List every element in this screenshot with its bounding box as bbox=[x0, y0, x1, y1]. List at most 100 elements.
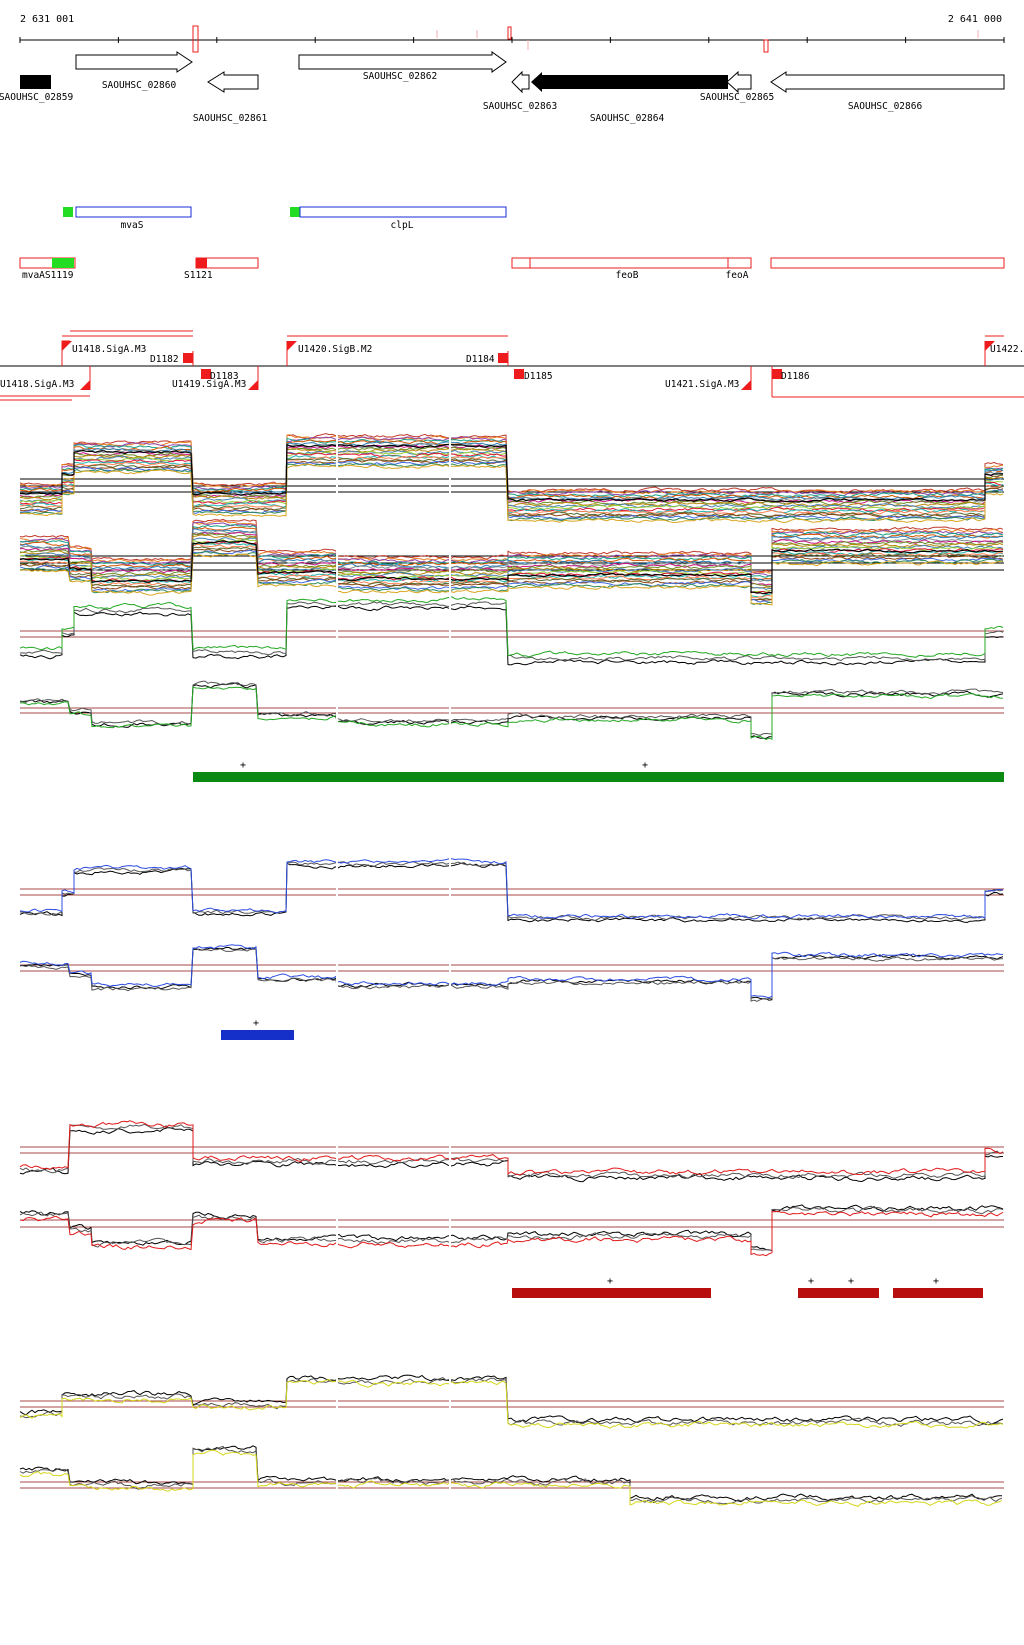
panel-green-reverse bbox=[19, 680, 1004, 740]
expression-trace bbox=[19, 947, 1003, 1002]
plus-marker: + bbox=[240, 760, 246, 771]
promoter-box bbox=[498, 353, 508, 363]
expression-trace bbox=[19, 946, 1004, 1001]
promoter-label: U1418.SigA.M3 bbox=[0, 379, 74, 390]
expression-tracks bbox=[19, 410, 1004, 1520]
expression-trace bbox=[19, 553, 1004, 606]
expression-trace bbox=[19, 533, 1004, 588]
expression-trace bbox=[19, 548, 1004, 601]
promoter-flag bbox=[62, 341, 72, 351]
start-box bbox=[63, 207, 73, 217]
ruler-ticks bbox=[19, 37, 1005, 43]
expression-trace bbox=[19, 521, 1004, 577]
promoter-label: U1421.SigA.M3 bbox=[665, 379, 739, 390]
panel-green-forward bbox=[19, 596, 1004, 666]
ruler-marker bbox=[507, 26, 512, 40]
annotation-feoa[interactable]: feoA bbox=[726, 270, 749, 281]
plus-marker: + bbox=[848, 1276, 854, 1287]
annotation-s1121[interactable]: S1121 bbox=[184, 257, 259, 281]
annotation-mvas[interactable]: mvaS bbox=[75, 206, 192, 231]
gene-saouhsc-02866[interactable]: SAOUHSC_02866 bbox=[770, 71, 1005, 112]
promoter-d1185[interactable]: D1185 bbox=[514, 369, 553, 382]
gene-arrow bbox=[770, 71, 1005, 93]
band-red[interactable] bbox=[512, 1288, 711, 1298]
plus-marker: + bbox=[642, 760, 648, 771]
expression-trace bbox=[19, 680, 1004, 736]
gene-saouhsc-02862[interactable]: SAOUHSC_02862 bbox=[298, 51, 507, 82]
panel-yellow-reverse bbox=[19, 1445, 1004, 1507]
promoter-label: D1184 bbox=[466, 354, 495, 365]
expression-trace bbox=[19, 686, 1004, 740]
promoter-flag bbox=[248, 380, 258, 390]
promoter-u1419-siga-m3[interactable]: U1419.SigA.M3 bbox=[172, 379, 258, 390]
gene-arrow bbox=[20, 75, 51, 89]
expression-trace bbox=[19, 531, 1004, 586]
panel-blue-forward bbox=[19, 858, 1004, 924]
gene-saouhsc-02860[interactable]: SAOUHSC_02860 bbox=[75, 51, 193, 91]
expression-trace bbox=[19, 944, 1004, 999]
band-red[interactable] bbox=[893, 1288, 983, 1298]
annotation-feob[interactable]: feoB bbox=[511, 257, 752, 281]
promoter-u1418-siga-m3-bottom[interactable]: U1418.SigA.M3 bbox=[0, 379, 90, 390]
gene-arrow bbox=[726, 70, 752, 94]
panel-blue-reverse bbox=[19, 944, 1004, 1002]
gene-saouhsc-02863[interactable]: SAOUHSC_02863 bbox=[483, 70, 557, 112]
annotation-clpl[interactable]: clpL bbox=[299, 206, 507, 231]
promoter-u1421-siga-m3[interactable]: U1421.SigA.M3 bbox=[665, 379, 751, 390]
annotation-track-red: mvaAS1119 S1121 feoB feoA bbox=[19, 257, 1005, 281]
expression-trace bbox=[19, 1449, 1003, 1507]
promoter-u1418-siga-m3-top[interactable]: U1418.SigA.M3 bbox=[62, 341, 146, 355]
gene-track: SAOUHSC_02859 SAOUHSC_02860 SAOUHSC_0286… bbox=[0, 51, 1005, 124]
plus-marker: + bbox=[253, 1018, 259, 1029]
promoter-box bbox=[183, 353, 193, 363]
promoter-u1420-sigb-m2[interactable]: U1420.SigB.M2 bbox=[287, 341, 372, 355]
gene-arrow bbox=[207, 71, 259, 93]
promoter-box bbox=[514, 369, 524, 379]
gene-arrow bbox=[531, 72, 728, 92]
expression-trace bbox=[19, 1374, 1004, 1426]
band-red[interactable] bbox=[798, 1288, 879, 1298]
gene-saouhsc-02865[interactable]: SAOUHSC_02865 bbox=[700, 70, 774, 103]
expression-trace bbox=[19, 534, 1004, 589]
gene-saouhsc-02861[interactable]: SAOUHSC_02861 bbox=[193, 71, 268, 124]
promoter-track: U1418.SigA.M3 D1182 U1420.SigB.M2 D1184 … bbox=[0, 330, 1024, 401]
gene-saouhsc-02864[interactable]: SAOUHSC_02864 bbox=[531, 72, 728, 124]
promoter-d1186[interactable]: D1186 bbox=[772, 369, 810, 382]
expression-trace bbox=[19, 543, 1004, 599]
panel-all-reverse bbox=[19, 518, 1004, 606]
annotation-mvaas1119[interactable]: mvaAS1119 bbox=[19, 257, 76, 281]
start-box bbox=[290, 207, 300, 217]
expression-trace bbox=[19, 540, 1003, 595]
gene-arrow bbox=[75, 51, 193, 73]
expression-trace bbox=[19, 524, 1004, 578]
annotation-label: mvaS bbox=[121, 220, 144, 231]
promoter-label: D1183 bbox=[210, 371, 239, 382]
promoter-u1422[interactable]: U1422. bbox=[985, 341, 1024, 355]
panel-red-reverse bbox=[19, 1204, 1004, 1257]
band-green[interactable] bbox=[193, 772, 1004, 782]
expression-trace bbox=[19, 596, 1004, 658]
promoter-d1182[interactable]: D1182 bbox=[150, 353, 193, 365]
annotation-box bbox=[75, 206, 192, 218]
annotation-box bbox=[770, 257, 1005, 269]
panel-yellow-forward bbox=[19, 1374, 1004, 1429]
gene-arrow bbox=[511, 70, 530, 94]
expression-trace bbox=[19, 454, 1004, 515]
band-blue[interactable] bbox=[221, 1030, 294, 1040]
promoter-d1183[interactable]: D1183 bbox=[201, 369, 239, 382]
promoter-flag bbox=[287, 341, 297, 351]
promoter-label: D1182 bbox=[150, 354, 179, 365]
promoter-d1184[interactable]: D1184 bbox=[466, 353, 508, 365]
promoter-label: U1422. bbox=[990, 344, 1024, 355]
annotation-box bbox=[511, 257, 752, 269]
gene-saouhsc-02859[interactable]: SAOUHSC_02859 bbox=[0, 75, 73, 103]
ruler-marker bbox=[763, 39, 769, 53]
annotation-label: feoA bbox=[726, 270, 749, 281]
annotation-label: S1121 bbox=[184, 270, 213, 281]
annotation-label: clpL bbox=[391, 220, 414, 231]
promoter-flag bbox=[80, 380, 90, 390]
expression-trace bbox=[19, 1204, 1004, 1252]
expression-trace bbox=[19, 463, 1004, 524]
annotation-label: feoB bbox=[616, 270, 639, 281]
